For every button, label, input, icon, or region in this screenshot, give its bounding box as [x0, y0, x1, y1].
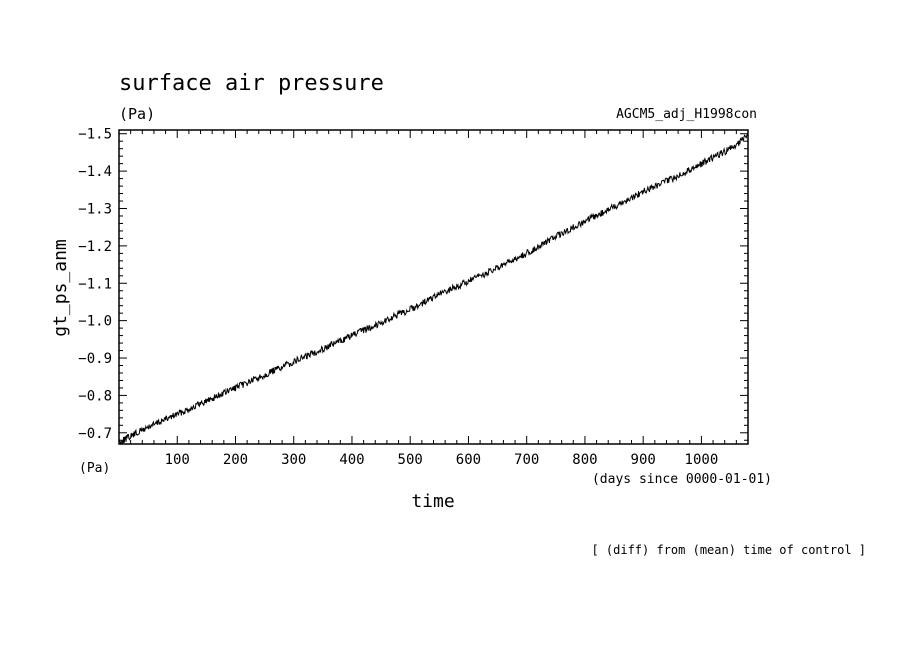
- y-tick-label: −1.1: [78, 276, 112, 292]
- y-tick-label: −1.3: [78, 202, 112, 218]
- x-units-label: (days since 0000-01-01): [592, 472, 772, 487]
- y-tick-label: −1.5: [78, 127, 112, 143]
- x-tick-label: 100: [165, 452, 190, 468]
- plot-frame: [118, 129, 749, 445]
- y-tick-label: −0.8: [78, 388, 112, 404]
- x-tick-label: 300: [281, 452, 306, 468]
- chart-title: surface air pressure: [119, 71, 384, 96]
- y-tick-label: −0.7: [78, 426, 112, 442]
- x-tick-label: 900: [631, 452, 656, 468]
- x-tick-label: 500: [398, 452, 423, 468]
- y-tick-label: −1.2: [78, 239, 112, 255]
- x-tick-label: 200: [223, 452, 248, 468]
- series-line: [118, 133, 749, 445]
- y-tick-label: −1.4: [78, 164, 112, 180]
- x-tick-label: 800: [572, 452, 597, 468]
- x-tick-label: 1000: [685, 452, 719, 468]
- units-label: (Pa): [119, 105, 155, 123]
- y-axis-label: gt_ps_anm: [50, 239, 71, 337]
- x-tick-label: 700: [514, 452, 539, 468]
- y-tick-label: −1.0: [78, 314, 112, 330]
- y-tick-label: −0.9: [78, 351, 112, 367]
- footnote: [ (diff) from (mean) time of control ]: [591, 543, 866, 557]
- experiment-label: AGCM5_adj_H1998con: [616, 107, 757, 122]
- y-axis-ticks: −0.7 −0.8 −0.9 −1.0 −1.1 −1.2 −1.3 −1.4 −1.5: [78, 127, 748, 442]
- x-axis-label: time: [411, 491, 454, 512]
- x-axis-ticks: 100 200 300 400 500 600 700 800 900 1000: [130, 130, 737, 468]
- x-tick-label: 600: [456, 452, 481, 468]
- y-units-corner: (Pa): [79, 461, 110, 476]
- x-tick-label: 400: [339, 452, 364, 468]
